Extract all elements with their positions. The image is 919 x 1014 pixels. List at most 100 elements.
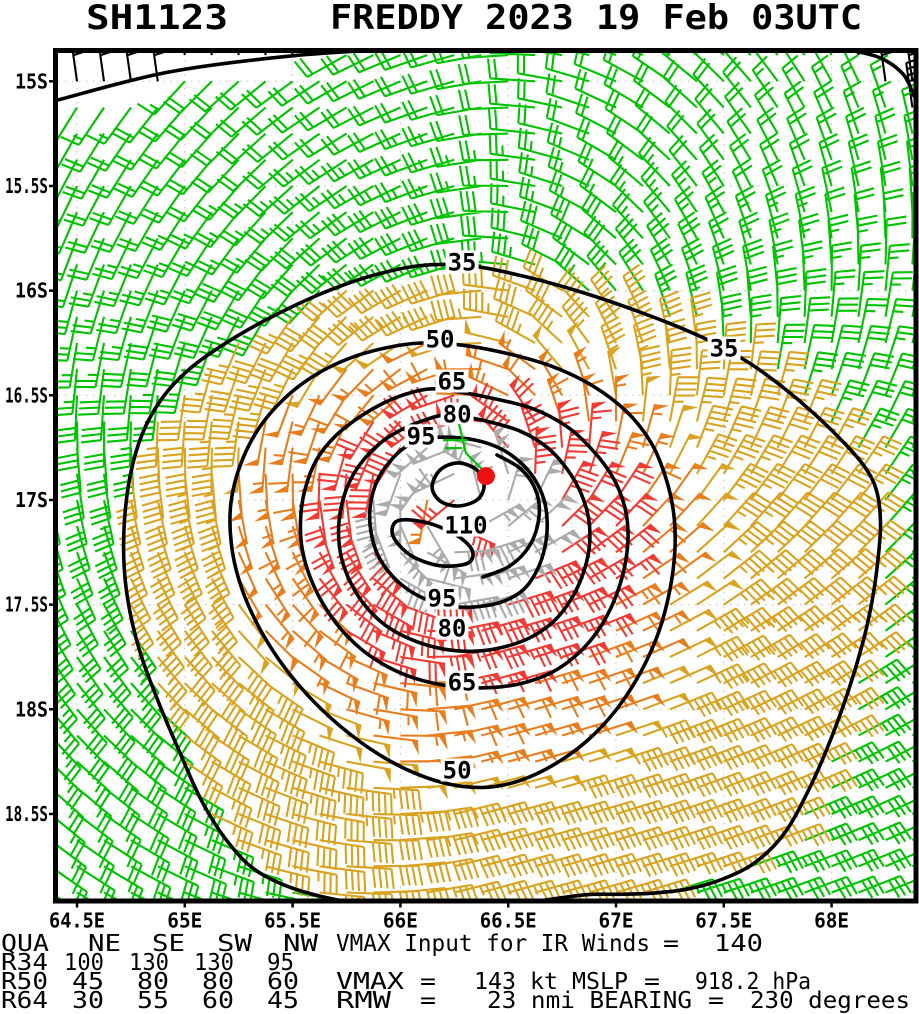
stats-line-2-run-0: R50 xyxy=(1,969,48,995)
contour-label-35: 35 xyxy=(448,248,477,276)
plot-border xyxy=(53,48,919,904)
isotach-65kt xyxy=(298,386,630,690)
stats-line-2-run-8: = xyxy=(644,969,660,995)
stats-line-3-run-4: 45 xyxy=(267,988,299,1014)
x-tick-label: 67.5E xyxy=(695,909,752,933)
x-tick-label: 65E xyxy=(167,909,202,933)
contour-label-halo xyxy=(440,758,474,782)
isotach-110kt-hook xyxy=(481,453,542,579)
stats-line-2-run-9: 918.2 hPa xyxy=(695,969,811,995)
contour-label-110: 110 xyxy=(444,512,487,540)
contour-label-80: 80 xyxy=(443,400,472,428)
stats-line-2-run-2: 80 xyxy=(137,969,169,995)
y-axis-latitude: 15S 15.5S 16S 16.5S 17S 17.5S 18S 18.5S xyxy=(5,69,56,826)
contour-label-95: 95 xyxy=(428,584,457,612)
x-tick-label: 66.5E xyxy=(480,909,537,933)
track-line xyxy=(457,423,487,474)
stats-line-3-run-5: RMW xyxy=(336,988,391,1014)
contour-label-halo xyxy=(404,424,438,448)
isotach-50kt xyxy=(228,340,677,790)
stats-line-3-run-1: 30 xyxy=(72,988,104,1014)
x-tick-label: 64.5E xyxy=(49,909,105,933)
contour-label-95: 95 xyxy=(407,422,436,450)
x-tick-label: 66E xyxy=(383,909,418,933)
stats-line-2-run-6: = xyxy=(420,969,436,995)
stats-line-3-run-3: 60 xyxy=(202,988,234,1014)
stats-line-1-run-2: 130 xyxy=(129,950,169,976)
northeast-corner-isotach xyxy=(854,53,914,98)
stats-line-2-run-4: 60 xyxy=(267,969,299,995)
map-frame xyxy=(53,48,919,904)
stats-line-0-run-3: SW xyxy=(217,931,252,957)
stats-line-3-run-2: 55 xyxy=(137,988,169,1014)
stats-line-0-run-4: NW xyxy=(283,931,318,957)
y-tick-label: 15S xyxy=(15,69,48,93)
y-tick-label: 16S xyxy=(15,279,48,303)
y-tick-label: 15.5S xyxy=(5,174,48,198)
contour-label-halo xyxy=(707,336,741,360)
contour-label-80: 80 xyxy=(437,615,466,643)
stats-line-1-run-3: 130 xyxy=(194,950,234,976)
stats-line-0-run-7: 140 xyxy=(714,931,763,957)
stats-line-3-run-6: = xyxy=(420,988,436,1014)
stats-line-2-run-3: 80 xyxy=(202,969,234,995)
stats-line-0-run-0: QUA xyxy=(1,931,49,957)
contour-label-halo xyxy=(435,369,469,393)
stats-line-0-run-1: NE xyxy=(88,931,121,957)
stats-line-3-run-7: 23 nmi BEARING xyxy=(487,988,692,1014)
contour-label-50: 50 xyxy=(443,756,472,784)
stats-line-2-run-7: 143 kt MSLP xyxy=(474,969,628,995)
contour-label-halo xyxy=(445,670,479,694)
contour-label-halo xyxy=(445,250,479,274)
y-tick-label: 17.5S xyxy=(5,593,48,617)
contour-label-50: 50 xyxy=(426,325,455,353)
stats-line-1-run-0: R34 xyxy=(1,950,48,976)
y-tick-label: 17S xyxy=(15,488,48,512)
storm-track-segment xyxy=(443,423,487,474)
stats-line-0-run-5: VMAX Input for IR Winds xyxy=(336,931,650,957)
chart-title-storm-id: SH1123 xyxy=(86,0,228,38)
y-tick-label: 18.5S xyxy=(5,802,48,826)
isotach-35kt xyxy=(121,262,883,899)
wind-barbs-layer xyxy=(71,53,914,108)
stats-line-3-run-9: 230 degrees xyxy=(750,988,910,1014)
x-tick-label: 65.5E xyxy=(264,909,321,933)
contour-label-halo xyxy=(435,616,469,640)
x-tick-label: 67E xyxy=(599,909,634,933)
contour-label-halo xyxy=(425,586,459,610)
x-tick-label: 68E xyxy=(814,909,849,933)
contour-label-halo xyxy=(440,402,474,426)
chart-title-storm-name-time: FREDDY 2023 19 Feb 03UTC xyxy=(330,0,862,38)
stats-line-0-run-6: = xyxy=(663,931,679,957)
stats-line-3-run-0: R64 xyxy=(1,988,48,1014)
isotach-110kt-eye-loop xyxy=(430,461,486,508)
contour-label-65: 65 xyxy=(437,368,466,396)
contour-label-65: 65 xyxy=(448,669,477,697)
y-tick-label: 18S xyxy=(15,697,48,721)
stats-line-2-run-1: 45 xyxy=(72,969,104,995)
stats-line-2-run-5: VMAX xyxy=(336,969,404,995)
x-axis-longitude: 64.5E 65E 65.5E 66E 66.5E 67E 67.5E 68E xyxy=(49,901,849,933)
stats-line-3-run-8: = xyxy=(708,988,724,1014)
center-fix-dot xyxy=(476,467,495,486)
wind-barbs-layer xyxy=(58,53,914,899)
stats-line-1-run-1: 100 xyxy=(64,950,104,976)
storm-center-fix xyxy=(476,467,495,486)
wind-barbs-layer xyxy=(115,248,911,899)
stats-line-1-run-4: 95 xyxy=(267,950,294,976)
wind-barb-field xyxy=(58,53,914,899)
other-system-isotach-arcs xyxy=(58,53,914,102)
stats-line-0-run-2: SE xyxy=(152,931,185,957)
isotach-contours xyxy=(121,262,883,899)
isotach-80kt xyxy=(336,413,592,654)
contour-label-halo xyxy=(423,327,457,351)
northwest-corner-isotach xyxy=(58,53,355,102)
contour-label-halo xyxy=(442,513,490,537)
storm-stats-text-block: QUA NE SE SW NW VMAX Input for IR Winds = 140 R3… xyxy=(1,931,910,1014)
y-tick-label: 16.5S xyxy=(5,383,48,407)
wind-barb-pennants-layer xyxy=(228,330,717,775)
contour-label-35: 35 xyxy=(710,334,739,362)
